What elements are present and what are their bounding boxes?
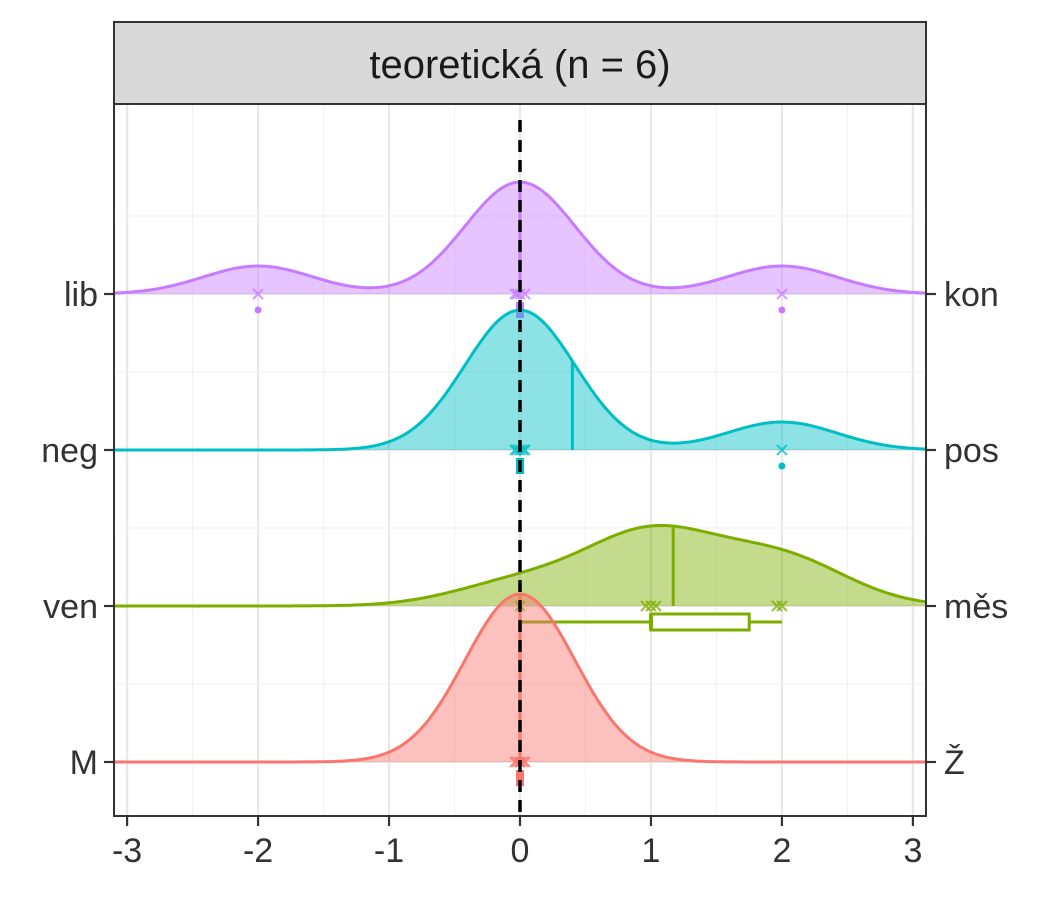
x-tick-label: 1 (642, 832, 661, 870)
x-tick-label: 2 (772, 832, 791, 870)
facet-strip-title: teoretická (n = 6) (369, 43, 670, 87)
density-area (114, 525, 926, 606)
data-point (514, 288, 526, 300)
data-point (645, 600, 657, 612)
x-tick-label: 3 (903, 832, 922, 870)
x-tick-label: -1 (374, 832, 404, 870)
facet-strip (113, 21, 927, 105)
data-point (776, 600, 788, 612)
y-tick-label-left: neg (41, 432, 98, 470)
ridge-ven (114, 524, 927, 632)
axes: -3 -2 -1 0 1 2 3 lib kon neg pos ven měs M Ž (41, 276, 1008, 870)
y-tick-label-right: Ž (944, 744, 965, 782)
y-tick-label-right: měs (944, 588, 1008, 626)
data-point (252, 288, 264, 300)
data-point (771, 600, 783, 612)
boxplot-outlier (778, 306, 786, 314)
boxplot-outlier (778, 462, 786, 470)
density-curve (114, 592, 926, 764)
y-tick-label-right: pos (944, 432, 999, 470)
data-point (640, 600, 652, 612)
y-tick-label-left: lib (64, 276, 98, 314)
x-tick-label: 0 (511, 832, 530, 870)
data-point (776, 444, 788, 456)
density-curve (114, 524, 927, 608)
y-tick-label-right: kon (944, 276, 999, 314)
boxplot-outlier (254, 306, 262, 314)
boxplot-box (649, 612, 751, 632)
y-tick-label-left: ven (43, 588, 98, 626)
x-tick-label: -2 (243, 832, 273, 870)
data-point (776, 288, 788, 300)
data-point (650, 600, 662, 612)
x-tick-label: -3 (112, 832, 142, 870)
boxplot-box (516, 770, 524, 786)
y-tick-label-left: M (70, 744, 98, 782)
